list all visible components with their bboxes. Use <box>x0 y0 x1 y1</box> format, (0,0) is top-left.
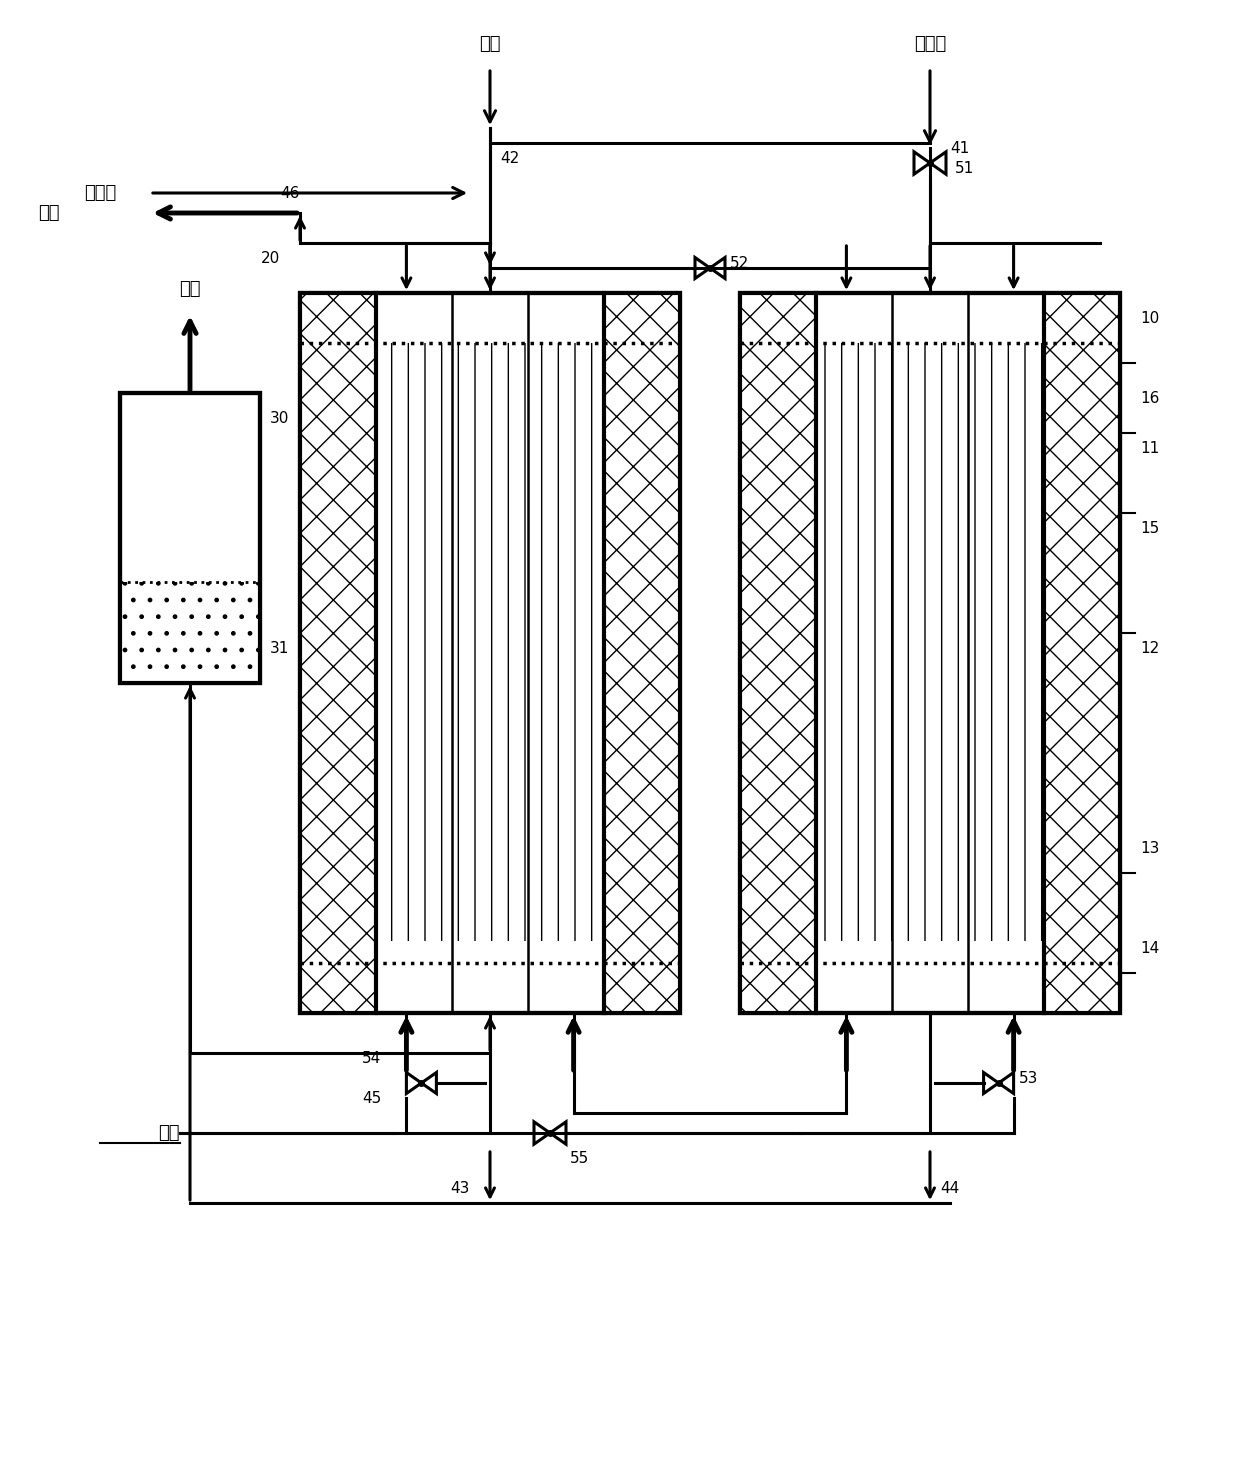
Polygon shape <box>983 1072 998 1093</box>
Polygon shape <box>711 257 725 278</box>
Text: 52: 52 <box>730 256 749 271</box>
Text: 41: 41 <box>950 140 970 157</box>
Bar <box>740 293 816 1012</box>
Polygon shape <box>407 1072 422 1093</box>
Text: 43: 43 <box>450 1181 470 1195</box>
Text: 51: 51 <box>955 161 975 176</box>
Text: 13: 13 <box>1140 841 1159 856</box>
Text: 11: 11 <box>1140 440 1159 456</box>
Text: 54: 54 <box>362 1050 382 1067</box>
Bar <box>300 293 680 1012</box>
Text: 12: 12 <box>1140 641 1159 655</box>
Bar <box>120 394 260 683</box>
Bar <box>740 293 1120 1012</box>
Text: 10: 10 <box>1140 312 1159 326</box>
Bar <box>300 293 680 1012</box>
Text: 45: 45 <box>362 1091 382 1106</box>
Text: 44: 44 <box>940 1181 960 1195</box>
Bar <box>740 293 1120 1012</box>
Text: 水蒸气: 水蒸气 <box>84 184 117 202</box>
Text: 53: 53 <box>1018 1071 1038 1086</box>
Bar <box>376 344 604 941</box>
Polygon shape <box>998 1072 1013 1093</box>
Text: 氢气: 氢气 <box>180 279 201 298</box>
Polygon shape <box>534 1122 551 1144</box>
Text: 燃料: 燃料 <box>479 35 501 53</box>
Text: 水蒸气: 水蒸气 <box>914 35 946 53</box>
Text: 16: 16 <box>1140 391 1159 407</box>
Bar <box>816 344 1044 941</box>
Text: 空气: 空气 <box>159 1124 180 1143</box>
Text: 55: 55 <box>570 1151 589 1166</box>
Bar <box>1044 293 1120 1012</box>
Text: 30: 30 <box>270 411 289 426</box>
Polygon shape <box>422 1072 436 1093</box>
Text: 20: 20 <box>260 252 280 266</box>
Bar <box>604 293 680 1012</box>
Text: 15: 15 <box>1140 521 1159 535</box>
Bar <box>300 293 376 1012</box>
Bar <box>120 394 260 683</box>
Polygon shape <box>551 1122 565 1144</box>
Text: 烟气: 烟气 <box>38 203 60 222</box>
Text: 14: 14 <box>1140 941 1159 955</box>
Text: 46: 46 <box>280 186 299 200</box>
Text: 42: 42 <box>500 151 520 165</box>
Polygon shape <box>914 152 930 174</box>
Polygon shape <box>930 152 946 174</box>
Text: 31: 31 <box>270 641 289 655</box>
Bar <box>120 581 260 683</box>
Polygon shape <box>694 257 711 278</box>
